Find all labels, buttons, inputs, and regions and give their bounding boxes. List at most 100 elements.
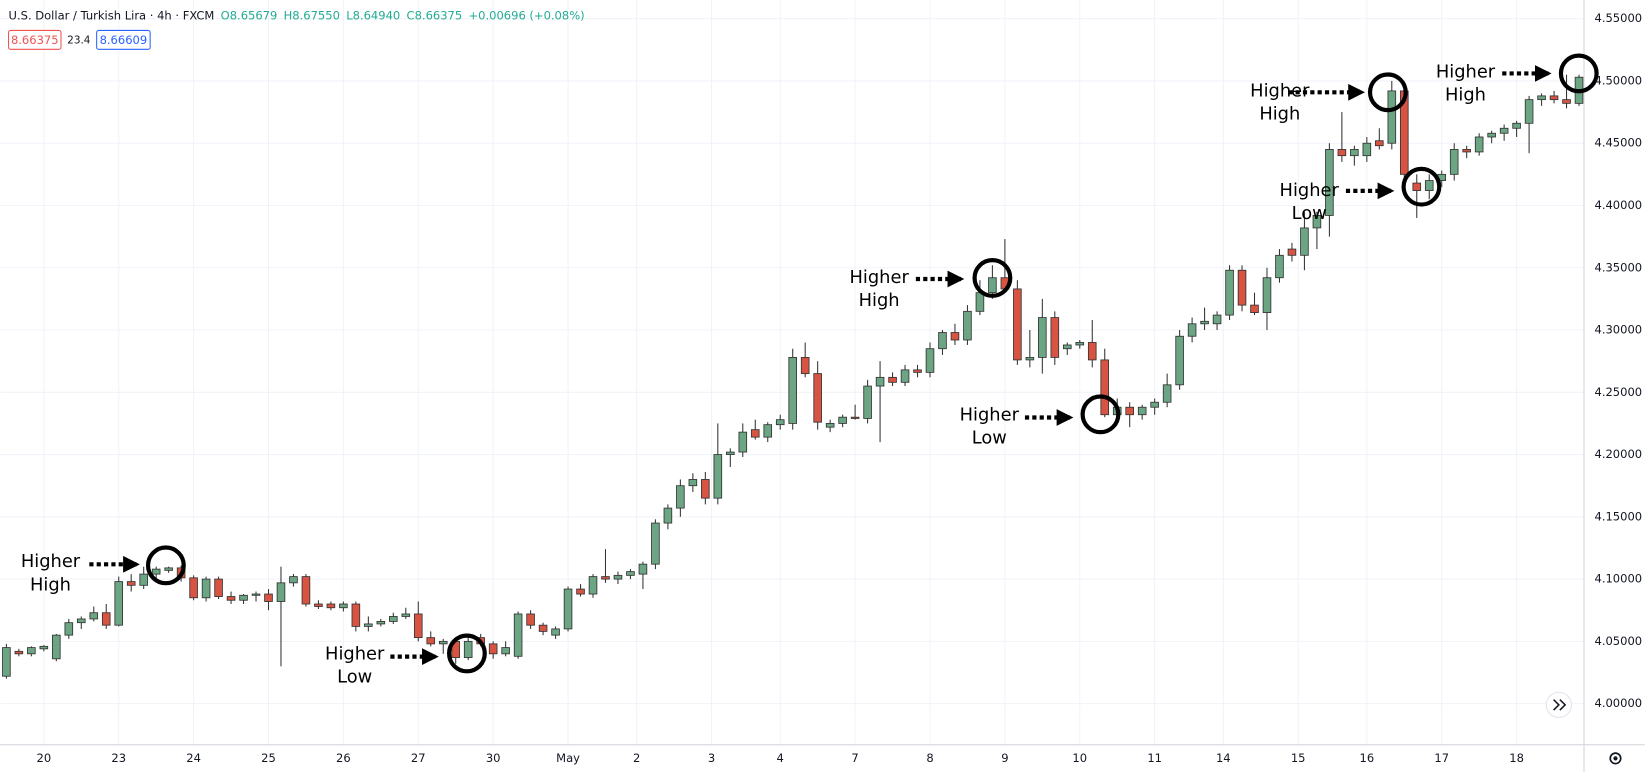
y-tick-label: 4.00000 [1595, 696, 1643, 710]
candle-body [1075, 342, 1085, 346]
candle-body [1449, 149, 1459, 175]
candle-body [376, 621, 386, 625]
candle-body [875, 376, 885, 387]
candle-body [264, 593, 273, 602]
candle-body [14, 650, 24, 655]
y-tick-label: 4.50000 [1595, 73, 1643, 87]
y-tick-label: 4.35000 [1595, 260, 1643, 274]
candle-body [101, 612, 111, 626]
bid-value: 8.66375 [11, 33, 59, 47]
y-tick-label: 4.30000 [1595, 323, 1643, 337]
x-tick-label: 9 [1001, 751, 1008, 765]
header-close: C8.66375 [407, 8, 463, 22]
y-tick-label: 4.10000 [1595, 572, 1643, 586]
candle-body [1499, 127, 1509, 134]
candle-body [576, 588, 585, 595]
x-tick-label: 3 [708, 751, 715, 765]
candle-body [1200, 320, 1209, 325]
candle-body [838, 416, 847, 424]
candle-body [888, 376, 897, 383]
candle-body [1562, 99, 1571, 104]
candle-body [750, 429, 760, 438]
scroll-button[interactable] [1545, 691, 1572, 718]
candle-body [426, 637, 436, 645]
candle-body [513, 613, 523, 657]
candle-body [850, 416, 860, 419]
ask-value: 8.66609 [100, 33, 148, 47]
candle-body [1050, 317, 1060, 358]
candle-body [126, 581, 136, 586]
candle-body [950, 332, 960, 341]
header-high: H8.67550 [284, 8, 340, 22]
candle-body [326, 603, 336, 609]
candle-body [1150, 401, 1159, 408]
candle-body [52, 634, 61, 660]
candle-body [913, 369, 922, 373]
x-tick-label: 10 [1072, 751, 1087, 765]
candle-body [201, 578, 211, 599]
candle-body [1512, 122, 1521, 129]
y-tick-label: 4.20000 [1595, 447, 1643, 461]
candle-body [1474, 136, 1484, 153]
candle-body [1038, 317, 1047, 358]
candle-body [139, 573, 148, 586]
x-tick-label: 15 [1291, 751, 1306, 765]
annotation-text: High [859, 290, 900, 311]
candle-body [626, 571, 635, 576]
bid-badge [8, 29, 62, 50]
candle-body [788, 357, 797, 424]
candle-body [289, 576, 298, 584]
candle-body [301, 576, 311, 605]
candle-body [1250, 304, 1259, 314]
x-tick-label: 26 [336, 751, 351, 765]
candle-body [863, 385, 872, 419]
annotation-text: Higher [1436, 61, 1496, 82]
annotation-text: High [1259, 103, 1300, 124]
candle-body [1462, 149, 1471, 153]
annotation-text: Low [1292, 203, 1327, 224]
candle-body [813, 373, 822, 423]
candle-body [214, 578, 223, 597]
candle-body [1137, 406, 1147, 416]
header-change: +0.00696 (+0.08%) [469, 8, 585, 22]
candle-body [588, 576, 598, 595]
y-tick-label: 4.25000 [1595, 385, 1643, 399]
candle-body [1262, 277, 1272, 314]
candle-body [2, 647, 11, 677]
candle-body [1162, 384, 1172, 403]
settings-icon[interactable] [1609, 752, 1622, 765]
candle-body [713, 454, 723, 499]
candle-body [189, 577, 198, 599]
candle-body [963, 310, 972, 341]
candle-body [1175, 335, 1184, 386]
candle-body [800, 357, 810, 375]
candle-body [1225, 269, 1234, 316]
x-tick-label: 23 [111, 751, 126, 765]
candle-body [114, 581, 124, 626]
candle-body [89, 612, 99, 620]
candle-body [663, 507, 673, 524]
annotation-text: Higher [1250, 80, 1310, 101]
candle-body [601, 576, 610, 580]
y-tick-label: 4.55000 [1595, 11, 1643, 25]
candle-body [825, 423, 835, 428]
candle-body [226, 596, 236, 601]
candle-body [988, 277, 997, 294]
candle-body [1187, 323, 1197, 337]
candle-body [538, 624, 548, 632]
candle-body [975, 292, 985, 312]
candle-body [1412, 182, 1422, 191]
candle-body [738, 431, 748, 453]
symbol-title: U.S. Dollar / Turkish Lira · 4h · FXCM [9, 8, 215, 22]
candle-body [364, 623, 373, 627]
candle-body [775, 419, 785, 426]
candle-body [314, 603, 323, 607]
spread-value: 23.4 [67, 34, 91, 46]
candle-body [1524, 99, 1534, 124]
candle-body [501, 647, 510, 655]
x-tick-label: 4 [777, 751, 784, 765]
candle-body [64, 622, 74, 636]
candle-body [638, 563, 648, 575]
candle-body [763, 424, 773, 438]
